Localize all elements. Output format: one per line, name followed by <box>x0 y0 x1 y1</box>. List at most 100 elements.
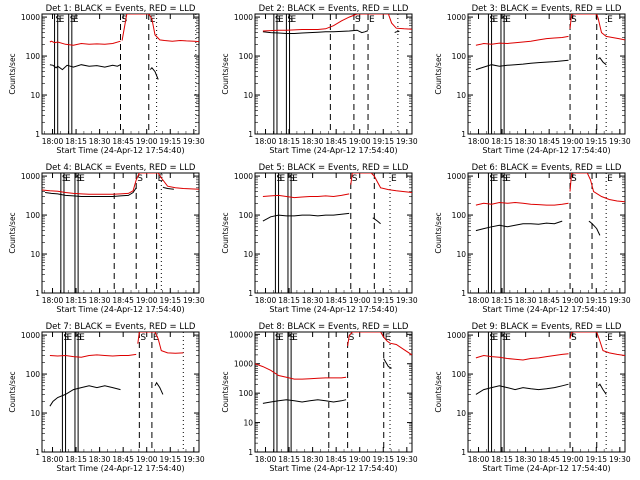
events-series-line <box>475 59 569 71</box>
event-marker-label: S <box>287 15 293 25</box>
x-tick-label: 18:45 <box>538 296 560 305</box>
plot-title: Det 2: BLACK = Events, RED = LLD <box>259 4 409 14</box>
y-tick-label: 100 <box>26 370 41 379</box>
x-tick-label: 19:30 <box>396 137 418 146</box>
y-tick-label: 1 <box>35 289 40 298</box>
x-tick-label: 18:45 <box>112 296 134 305</box>
plot-frame <box>254 172 413 294</box>
y-tick-label: 10000 <box>229 330 253 339</box>
event-marker-label: E <box>153 333 159 343</box>
x-tick-label: 19:30 <box>183 455 205 464</box>
y-tick-label: 1000 <box>234 360 253 369</box>
y-tick-label: 1 <box>35 130 40 139</box>
y-tick-label: 1000 <box>21 13 40 22</box>
plot-frame <box>467 172 626 294</box>
plot-title: Det 1: BLACK = Events, RED = LLD <box>46 4 196 14</box>
y-tick-label: 100 <box>452 211 467 220</box>
y-axis-label: Counts/sec <box>8 53 17 94</box>
events-series-line <box>475 383 569 395</box>
x-tick-label: 19:30 <box>183 137 205 146</box>
x-tick-label: 18:30 <box>515 455 537 464</box>
y-axis-label: Counts/sec <box>434 371 443 412</box>
x-tick-label: 18:30 <box>515 296 537 305</box>
event-marker-label: S <box>355 15 361 25</box>
y-tick-label: 1000 <box>21 172 40 181</box>
event-marker-label: S <box>70 15 76 25</box>
lld-series-line <box>569 173 625 203</box>
x-tick-label: 18:45 <box>112 137 134 146</box>
plot-title: Det 4: BLACK = Events, RED = LLD <box>46 163 196 173</box>
x-tick-label: 19:00 <box>349 296 371 305</box>
y-tick-label: 10 <box>456 250 466 259</box>
detector-plot-8: Det 8: BLACK = Events, RED = LLD 1 10 100 10… <box>221 322 418 473</box>
events-series-line <box>383 358 392 369</box>
event-marker-label: S <box>56 15 62 25</box>
y-axis-label: Counts/sec <box>221 212 230 253</box>
x-axis-label: Start Time (24-Apr-12 17:54:40) <box>56 146 184 155</box>
x-tick-label: 19:15 <box>585 455 607 464</box>
plot-title: Det 8: BLACK = Events, RED = LLD <box>259 322 409 332</box>
y-tick-label: 10 <box>30 250 40 259</box>
event-marker-label: E <box>158 174 164 184</box>
x-tick-label: 19:00 <box>349 137 371 146</box>
x-tick-label: 19:00 <box>562 137 584 146</box>
x-tick-label: 19:00 <box>562 296 584 305</box>
event-marker-label: S <box>289 333 295 343</box>
y-axis-label: Counts/sec <box>221 371 230 412</box>
x-tick-label: 18:00 <box>468 455 490 464</box>
event-marker-label: S <box>502 174 508 184</box>
y-tick-label: 1000 <box>447 172 466 181</box>
y-tick-label: 1000 <box>447 331 466 340</box>
y-tick-label: 10 <box>243 419 253 428</box>
y-tick-label: 10 <box>30 91 40 100</box>
x-axis-label: Start Time (24-Apr-12 17:54:40) <box>56 305 184 314</box>
x-tick-label: 18:00 <box>255 296 277 305</box>
event-marker-label: E <box>278 15 284 25</box>
lld-series-line <box>262 193 350 199</box>
event-marker-label: S <box>571 174 577 184</box>
x-axis-label: Start Time (24-Apr-12 17:54:40) <box>482 146 610 155</box>
lld-series-line <box>347 332 412 356</box>
events-series-line <box>394 30 400 34</box>
y-tick-label: 10 <box>30 409 40 418</box>
plot-frame <box>254 13 413 135</box>
event-marker-label: E <box>278 333 284 343</box>
y-tick-label: 100 <box>26 211 41 220</box>
x-tick-label: 18:30 <box>89 137 111 146</box>
x-tick-label: 19:15 <box>585 296 607 305</box>
y-tick-label: 100 <box>239 389 254 398</box>
event-marker-label: E <box>493 333 499 343</box>
x-tick-label: 18:45 <box>325 296 347 305</box>
lld-series-line <box>137 332 184 354</box>
x-tick-label: 19:30 <box>396 296 418 305</box>
x-tick-label: 18:00 <box>468 137 490 146</box>
event-marker-label: E <box>59 15 65 25</box>
x-tick-label: 18:00 <box>468 296 490 305</box>
x-tick-label: 19:15 <box>159 137 181 146</box>
plot-title: Det 5: BLACK = Events, RED = LLD <box>259 163 409 173</box>
event-marker-label: E <box>607 174 613 184</box>
events-series-line <box>262 212 350 222</box>
event-marker-label: E <box>292 174 298 184</box>
x-tick-label: 19:30 <box>609 296 631 305</box>
plot-frame <box>41 172 200 294</box>
plot-frame <box>41 331 200 453</box>
x-tick-label: 19:15 <box>372 137 394 146</box>
events-series-line <box>588 220 601 236</box>
y-tick-label: 100 <box>26 52 41 61</box>
event-marker-label: S <box>76 174 82 184</box>
x-tick-label: 19:15 <box>372 296 394 305</box>
event-marker-label: E <box>65 174 71 184</box>
event-marker-label: S <box>137 174 143 184</box>
y-tick-label: 10 <box>456 91 466 100</box>
x-tick-label: 18:45 <box>538 455 560 464</box>
lld-series-line <box>475 353 569 361</box>
x-tick-label: 19:30 <box>609 137 631 146</box>
y-tick-label: 100 <box>239 52 254 61</box>
x-tick-label: 18:15 <box>278 296 300 305</box>
x-tick-label: 18:45 <box>325 455 347 464</box>
y-tick-label: 1 <box>461 448 466 457</box>
detector-plot-7: Det 7: BLACK = Events, RED = LLD 1 10 100 10… <box>8 322 205 473</box>
x-axis-label: Start Time (24-Apr-12 17:54:40) <box>56 464 184 473</box>
y-tick-label: 100 <box>452 370 467 379</box>
